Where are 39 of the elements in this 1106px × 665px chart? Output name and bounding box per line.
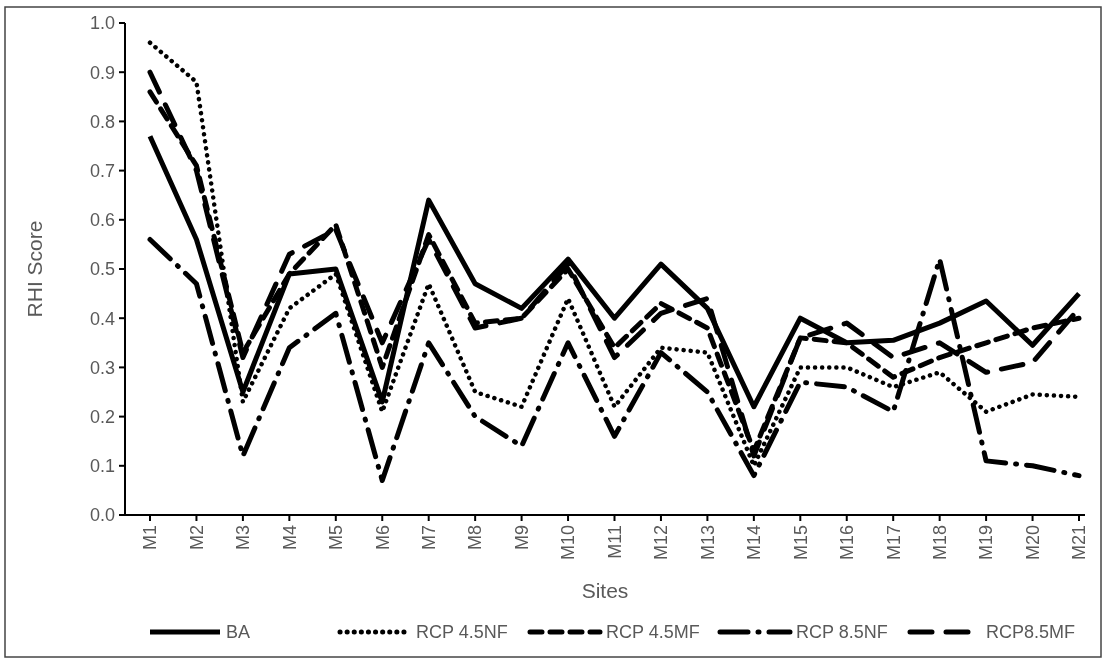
y-tick-label: 0.8	[89, 111, 115, 132]
x-tick-label: M2	[186, 525, 207, 551]
y-tick-label: 0.1	[89, 456, 115, 477]
x-tick-label: M16	[837, 525, 858, 561]
x-tick-label: M21	[1069, 525, 1090, 561]
legend-label: RCP8.5MF	[986, 622, 1076, 643]
y-tick-label: 0.0	[89, 505, 115, 526]
y-tick-label: 0.5	[89, 259, 115, 280]
x-tick-label: M17	[883, 525, 904, 561]
x-tick-label: M8	[465, 525, 486, 551]
x-tick-label: M13	[697, 525, 718, 561]
y-tick-label: 0.2	[89, 406, 115, 427]
x-tick-label: M14	[744, 525, 765, 561]
x-tick-label: M1	[140, 525, 161, 551]
x-tick-label: M11	[604, 525, 625, 559]
y-tick-label: 0.3	[89, 357, 115, 378]
legend-label: RCP 4.5NF	[416, 622, 508, 643]
x-tick-label: M10	[558, 525, 579, 561]
y-tick-label: 0.4	[89, 308, 115, 329]
y-tick-label: 0.6	[89, 210, 115, 231]
legend-label: RCP 8.5NF	[796, 622, 888, 643]
y-tick-label: 0.9	[89, 62, 115, 83]
y-axis-title: RHI Score	[23, 220, 46, 318]
legend-label: BA	[226, 622, 251, 643]
x-tick-label: M9	[511, 525, 532, 551]
x-tick-label: M18	[929, 525, 950, 561]
y-tick-label: 0.7	[89, 160, 115, 181]
x-tick-label: M19	[976, 525, 997, 561]
x-tick-label: M7	[419, 525, 439, 551]
y-tick-label: 1.0	[89, 13, 115, 34]
x-tick-label: M15	[790, 525, 811, 561]
legend-label: RCP 4.5MF	[606, 622, 700, 643]
x-tick-label: M6	[372, 525, 393, 551]
x-tick-label: M3	[233, 525, 254, 551]
x-axis-title: Sites	[581, 579, 629, 602]
x-tick-label: M4	[279, 525, 300, 551]
x-tick-label: M20	[1022, 525, 1043, 561]
x-tick-label: M5	[326, 525, 347, 551]
x-tick-label: M12	[651, 525, 672, 561]
